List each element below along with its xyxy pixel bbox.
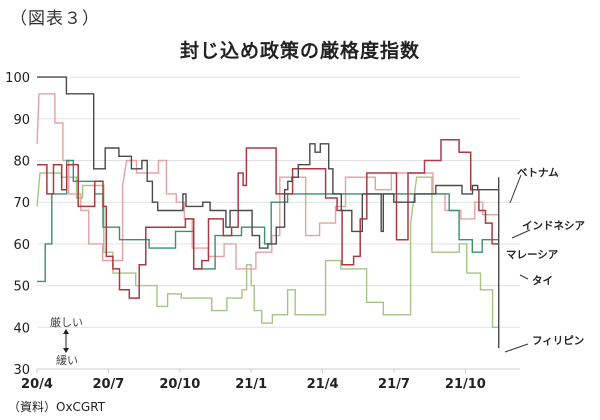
strictness-annotation: 厳しい 緩い xyxy=(50,315,83,367)
strict-label: 厳しい xyxy=(50,315,83,329)
y-tick-label: 80 xyxy=(13,155,30,170)
series-lines xyxy=(36,76,500,349)
y-tick-label: 90 xyxy=(13,113,30,128)
label-indonesia: インドネシア xyxy=(522,220,585,232)
series-philippines-line xyxy=(37,76,500,349)
label-thailand: タイ xyxy=(532,275,553,287)
leader-line-thailand xyxy=(519,274,529,280)
gridlines xyxy=(37,76,520,370)
loose-label: 緩い xyxy=(56,354,78,367)
leader-line-indonesia xyxy=(511,229,531,239)
label-vietnam: ベトナム xyxy=(517,167,559,179)
source-note: （資料）OxCGRT xyxy=(8,400,106,414)
series-labels: ベトナム インドネシア マレーシア タイ フィリピン xyxy=(504,167,585,353)
x-tick-label: 21/10 xyxy=(445,377,486,392)
figure-label: （図表３） xyxy=(10,9,100,29)
y-tick-label: 40 xyxy=(13,321,30,336)
x-axis-ticks: 20/4 20/7 20/10 21/1 21/4 21/7 21/10 xyxy=(21,369,486,392)
x-tick-label: 21/7 xyxy=(378,377,410,392)
label-philippines: フィリピン xyxy=(532,335,584,347)
y-tick-label: 50 xyxy=(13,280,30,295)
y-axis-ticks: 30 40 50 60 70 80 90 100 xyxy=(5,71,30,378)
chart-title: 封じ込め政策の厳格度指数 xyxy=(179,40,420,62)
x-tick-label: 20/4 xyxy=(21,377,53,392)
y-tick-label: 70 xyxy=(13,196,30,211)
x-tick-label: 20/10 xyxy=(159,377,200,392)
leader-line-philippines xyxy=(504,343,529,353)
arrow-down-icon xyxy=(63,348,69,353)
x-tick-label: 20/7 xyxy=(92,377,124,392)
series-malaysia-line xyxy=(37,138,499,299)
y-tick-label: 30 xyxy=(13,363,30,378)
x-tick-label: 21/1 xyxy=(235,377,267,392)
y-tick-label: 60 xyxy=(13,238,30,253)
x-tick-label: 21/4 xyxy=(307,377,339,392)
y-tick-label: 100 xyxy=(5,71,30,86)
arrow-up-icon xyxy=(63,329,69,334)
label-malaysia: マレーシア xyxy=(506,249,559,261)
leader-line-vietnam xyxy=(509,174,522,204)
